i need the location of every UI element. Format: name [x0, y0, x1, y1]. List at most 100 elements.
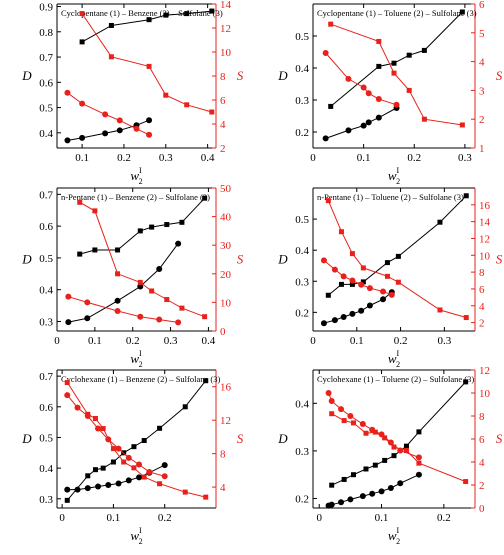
- series-line-left-square: [79, 197, 205, 255]
- y-left-tick-label: 0.3: [39, 316, 53, 328]
- data-point-square: [141, 474, 147, 480]
- series-line-right-square: [79, 201, 205, 318]
- data-point-circle: [95, 483, 102, 490]
- data-point-circle: [102, 111, 109, 118]
- panel-title: n-Pentane (1) – Benzene (2) – Sulfolane …: [61, 192, 210, 202]
- y-left-tick-label: 0.3: [295, 276, 309, 288]
- data-point-circle: [125, 454, 132, 461]
- data-point-square: [403, 443, 409, 449]
- data-point-circle: [114, 307, 121, 314]
- x-tick-label: 0.1: [75, 152, 89, 164]
- y-right-label: S: [496, 431, 503, 446]
- y-right-tick-label: 4: [479, 301, 485, 313]
- y-left-tick-label: 0.5: [39, 103, 53, 115]
- data-point-square: [141, 438, 147, 444]
- y-right-tick-label: 8: [220, 449, 226, 461]
- data-point-circle: [115, 445, 122, 452]
- data-point-circle: [378, 488, 385, 495]
- data-point-square: [338, 281, 344, 287]
- y-left-tick-label: 0.7: [39, 189, 53, 201]
- data-point-square: [391, 453, 397, 459]
- data-point-square: [131, 444, 137, 450]
- data-point-circle: [387, 485, 394, 492]
- subplot-2: 0 0.1 0.2 0.3 0.2 0.3 0.4 0.5 1 2 3 4 5 6 D SwI 2 Cyclope…: [277, 0, 502, 186]
- y-right-tick-label: 3: [479, 85, 485, 97]
- data-point-circle: [369, 426, 376, 433]
- series-line-left-circle: [325, 107, 397, 139]
- data-point-circle: [359, 493, 366, 500]
- y-left-tick-label: 0.2: [295, 493, 309, 505]
- data-point-square: [164, 222, 170, 228]
- data-point-square: [384, 260, 390, 266]
- data-point-square: [108, 22, 114, 28]
- y-right-label: S: [237, 431, 244, 446]
- data-point-square: [395, 279, 401, 285]
- x-tick-label: 0.1: [350, 335, 364, 347]
- x-tick-label: 0.1: [107, 512, 121, 524]
- data-point-square: [108, 54, 114, 60]
- data-point-square: [157, 425, 163, 431]
- x-tick-label: 0.3: [458, 152, 472, 164]
- data-point-square: [360, 279, 366, 285]
- x-tick-label: 0.3: [164, 335, 178, 347]
- y-right-tick-label: 8: [479, 411, 485, 423]
- x-label: wI 2: [130, 526, 142, 546]
- x-tick-label: 0.3: [437, 335, 451, 347]
- y-right-label: S: [496, 68, 503, 83]
- data-point-circle: [345, 75, 352, 82]
- data-point-square: [182, 404, 188, 410]
- data-point-square: [382, 435, 388, 441]
- data-point-circle: [322, 135, 329, 142]
- data-point-circle: [380, 288, 387, 295]
- series-line-left-circle: [68, 243, 179, 323]
- data-point-circle: [345, 127, 352, 134]
- data-point-circle: [114, 297, 121, 304]
- y-right-tick-label: 12: [479, 365, 490, 377]
- subplot-5: 0 0.1 0.2 0.3 0.4 0.5 0.6 0.7 4 8 12 16 D SwI 2 Cyclohe…: [21, 369, 244, 546]
- data-point-square: [115, 247, 121, 253]
- data-point-circle: [360, 84, 367, 91]
- series-line-right-circle: [325, 52, 397, 106]
- data-point-circle: [338, 499, 345, 506]
- data-point-circle: [136, 461, 143, 468]
- data-point-circle: [380, 296, 387, 303]
- y-left-label: D: [21, 68, 32, 83]
- series-line-left-square: [81, 10, 212, 43]
- x-tick-label: 0.3: [159, 152, 173, 164]
- y-right-tick-label: 14: [220, 0, 232, 11]
- data-point-square: [100, 465, 106, 471]
- data-point-circle: [64, 392, 71, 399]
- data-point-square: [184, 11, 190, 17]
- x-tick-label: 0: [316, 512, 322, 524]
- data-point-square: [372, 429, 378, 435]
- series-line-right-circle: [68, 296, 179, 323]
- y-left-tick-label: 0.4: [295, 63, 309, 75]
- data-point-square: [349, 251, 355, 257]
- y-left-tick-label: 0.7: [39, 371, 53, 383]
- y-right-tick-label: 8: [220, 71, 226, 83]
- data-point-square: [203, 494, 209, 500]
- x-label: wI 2: [130, 349, 142, 369]
- data-point-circle: [116, 117, 123, 124]
- data-point-square: [406, 52, 412, 58]
- x-tick-label: 0.1: [88, 335, 102, 347]
- data-point-square: [372, 462, 378, 468]
- data-point-circle: [393, 101, 400, 108]
- data-point-square: [416, 429, 422, 435]
- data-point-square: [329, 411, 335, 417]
- x-tick-label: 0.4: [202, 335, 216, 347]
- data-point-square: [182, 489, 188, 495]
- data-point-square: [77, 251, 83, 257]
- data-point-circle: [136, 474, 143, 481]
- y-left-label: D: [277, 431, 288, 446]
- x-tick-label: 0: [310, 152, 316, 164]
- y-right-tick-label: 4: [220, 482, 226, 494]
- data-point-square: [382, 457, 388, 463]
- data-point-circle: [322, 49, 329, 56]
- data-point-circle: [116, 127, 123, 134]
- data-point-square: [395, 253, 401, 259]
- data-point-circle: [366, 285, 373, 292]
- data-point-circle: [146, 117, 153, 124]
- y-left-label: D: [21, 252, 32, 267]
- data-point-square: [202, 195, 208, 201]
